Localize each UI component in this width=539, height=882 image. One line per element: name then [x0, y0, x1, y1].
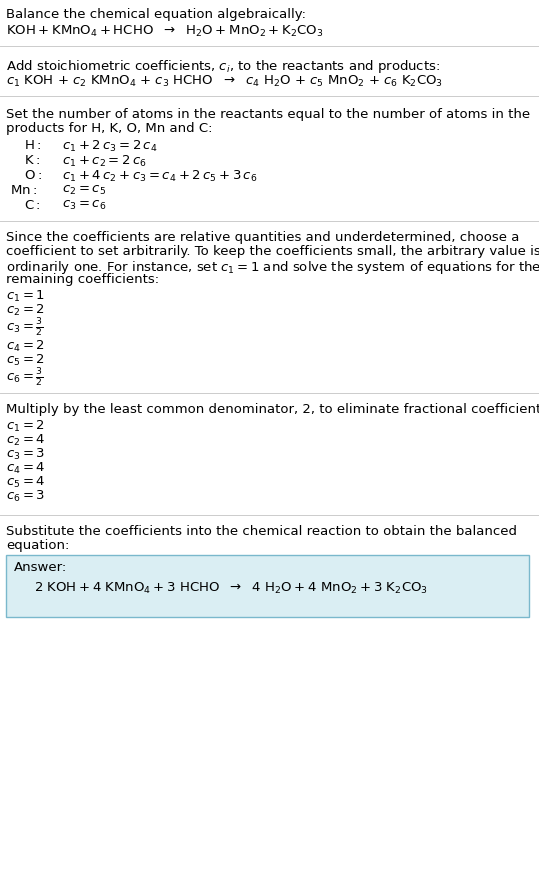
Text: $c_4 = 2$: $c_4 = 2$ [6, 339, 45, 354]
Text: $c_3 = c_6$: $c_3 = c_6$ [62, 199, 106, 212]
Text: $c_1 = 1$: $c_1 = 1$ [6, 289, 45, 304]
Text: $c_6 = 3$: $c_6 = 3$ [6, 489, 45, 505]
Text: $\mathregular{K:}$: $\mathregular{K:}$ [24, 154, 40, 167]
Text: coefficient to set arbitrarily. To keep the coefficients small, the arbitrary va: coefficient to set arbitrarily. To keep … [6, 245, 539, 258]
Text: $\mathregular{2\ KOH + 4\ KMnO_4 + 3\ HCHO}$  $\rightarrow$  $\mathregular{4\ H_: $\mathregular{2\ KOH + 4\ KMnO_4 + 3\ HC… [34, 581, 428, 596]
Text: $\mathregular{O:}$: $\mathregular{O:}$ [24, 169, 42, 182]
Text: Answer:: Answer: [14, 561, 67, 574]
Text: $c_1 + 2\,c_3 = 2\,c_4$: $c_1 + 2\,c_3 = 2\,c_4$ [62, 139, 157, 154]
Text: $\mathregular{KOH + KMnO_4 + HCHO}$  $\rightarrow$  $\mathregular{H_2O + MnO_2 +: $\mathregular{KOH + KMnO_4 + HCHO}$ $\ri… [6, 24, 323, 39]
Text: Add stoichiometric coefficients, $c_i$, to the reactants and products:: Add stoichiometric coefficients, $c_i$, … [6, 58, 440, 75]
Text: $c_1 = 2$: $c_1 = 2$ [6, 419, 45, 434]
Text: $\mathregular{C:}$: $\mathregular{C:}$ [24, 199, 41, 212]
Text: $c_2 = 2$: $c_2 = 2$ [6, 303, 45, 318]
Text: Balance the chemical equation algebraically:: Balance the chemical equation algebraica… [6, 8, 306, 21]
Text: $c_1 + 4\,c_2 + c_3 = c_4 + 2\,c_5 + 3\,c_6$: $c_1 + 4\,c_2 + c_3 = c_4 + 2\,c_5 + 3\,… [62, 169, 257, 184]
Text: $c_3 = 3$: $c_3 = 3$ [6, 447, 45, 462]
Text: products for H, K, O, Mn and C:: products for H, K, O, Mn and C: [6, 122, 212, 135]
Text: $c_4 = 4$: $c_4 = 4$ [6, 461, 45, 476]
Text: $\mathregular{Mn:}$: $\mathregular{Mn:}$ [10, 184, 37, 197]
Text: $c_2 = 4$: $c_2 = 4$ [6, 433, 45, 448]
Text: $c_1$ $\mathregular{KOH}$ + $c_2$ $\mathregular{KMnO_4}$ + $c_3$ $\mathregular{H: $c_1$ $\mathregular{KOH}$ + $c_2$ $\math… [6, 74, 443, 89]
Text: $c_1 + c_2 = 2\,c_6$: $c_1 + c_2 = 2\,c_6$ [62, 154, 147, 169]
Text: remaining coefficients:: remaining coefficients: [6, 273, 159, 286]
Text: ordinarily one. For instance, set $c_1 = 1$ and solve the system of equations fo: ordinarily one. For instance, set $c_1 =… [6, 259, 539, 276]
Text: $c_3 = \frac{3}{2}$: $c_3 = \frac{3}{2}$ [6, 317, 44, 339]
Text: equation:: equation: [6, 539, 70, 552]
Text: Since the coefficients are relative quantities and underdetermined, choose a: Since the coefficients are relative quan… [6, 231, 520, 244]
Text: $c_2 = c_5$: $c_2 = c_5$ [62, 184, 106, 197]
FancyBboxPatch shape [6, 555, 529, 617]
Text: Multiply by the least common denominator, 2, to eliminate fractional coefficient: Multiply by the least common denominator… [6, 403, 539, 416]
Text: Substitute the coefficients into the chemical reaction to obtain the balanced: Substitute the coefficients into the che… [6, 525, 517, 538]
Text: $c_6 = \frac{3}{2}$: $c_6 = \frac{3}{2}$ [6, 367, 44, 389]
Text: $c_5 = 4$: $c_5 = 4$ [6, 475, 45, 490]
Text: $\mathregular{H:}$: $\mathregular{H:}$ [24, 139, 42, 152]
Text: Set the number of atoms in the reactants equal to the number of atoms in the: Set the number of atoms in the reactants… [6, 108, 530, 121]
Text: $c_5 = 2$: $c_5 = 2$ [6, 353, 45, 368]
